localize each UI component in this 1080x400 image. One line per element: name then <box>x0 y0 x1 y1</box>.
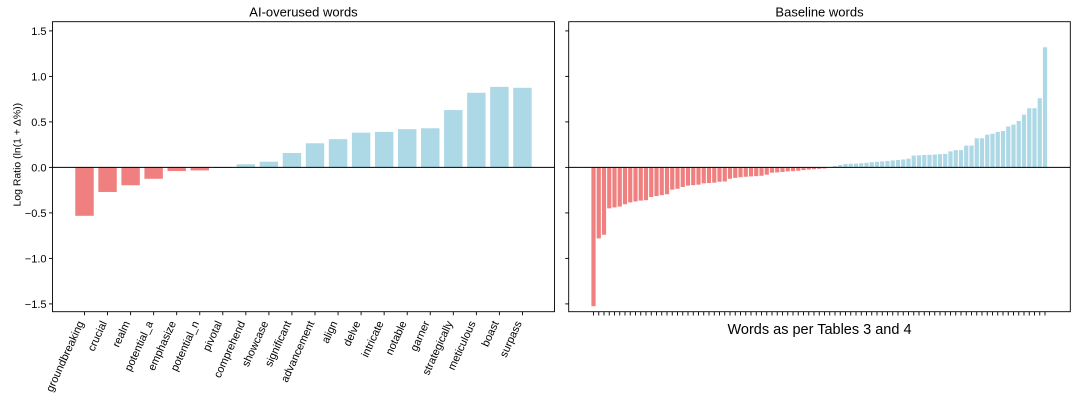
svg-text:−1.5: −1.5 <box>25 299 47 311</box>
svg-text:−0.5: −0.5 <box>25 208 47 220</box>
svg-text:−1.0: −1.0 <box>25 254 47 266</box>
svg-text:AI-overused words: AI-overused words <box>249 4 358 19</box>
svg-text:0.5: 0.5 <box>31 117 46 129</box>
svg-text:Log Ratio (ln(1 + Δ%)): Log Ratio (ln(1 + Δ%)) <box>13 103 24 207</box>
svg-text:1.5: 1.5 <box>31 26 46 38</box>
svg-text:Words as per Tables 3 and 4: Words as per Tables 3 and 4 <box>727 322 911 338</box>
svg-text:Baseline words: Baseline words <box>775 4 864 19</box>
svg-text:0.0: 0.0 <box>31 163 46 175</box>
svg-text:1.0: 1.0 <box>31 72 46 84</box>
